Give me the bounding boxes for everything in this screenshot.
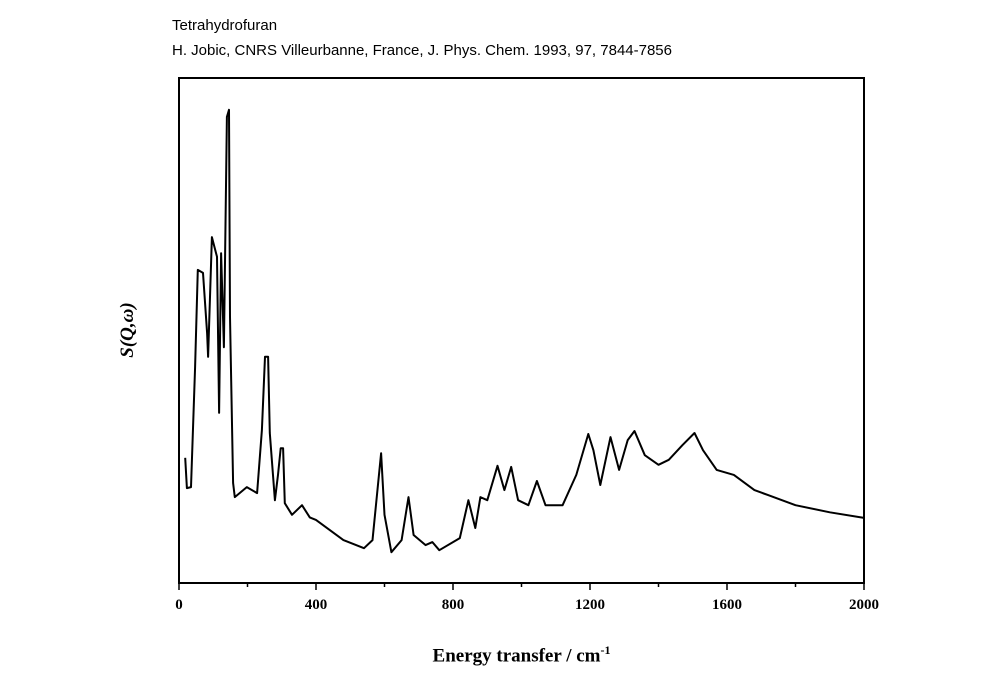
y-axis-label: S(Q,ω)	[117, 302, 138, 358]
x-tick-label: 800	[442, 597, 465, 613]
x-tick-label: 400	[305, 597, 328, 613]
series-line	[184, 108, 865, 554]
x-tick-label: 1200	[575, 597, 605, 613]
x-tick-label: 0	[175, 597, 183, 613]
chart-subtitle: H. Jobic, CNRS Villeurbanne, France, J. …	[172, 42, 672, 59]
x-axis-label-sup: -1	[600, 643, 611, 657]
x-axis-label: Energy transfer / cm-1	[0, 643, 1003, 667]
plot-frame	[178, 77, 865, 584]
x-axis-label-text: Energy transfer / cm	[432, 645, 601, 667]
x-tick-label: 2000	[849, 597, 879, 613]
chart-title: Tetrahydrofuran	[172, 17, 278, 34]
x-tick-label: 1600	[712, 597, 742, 613]
